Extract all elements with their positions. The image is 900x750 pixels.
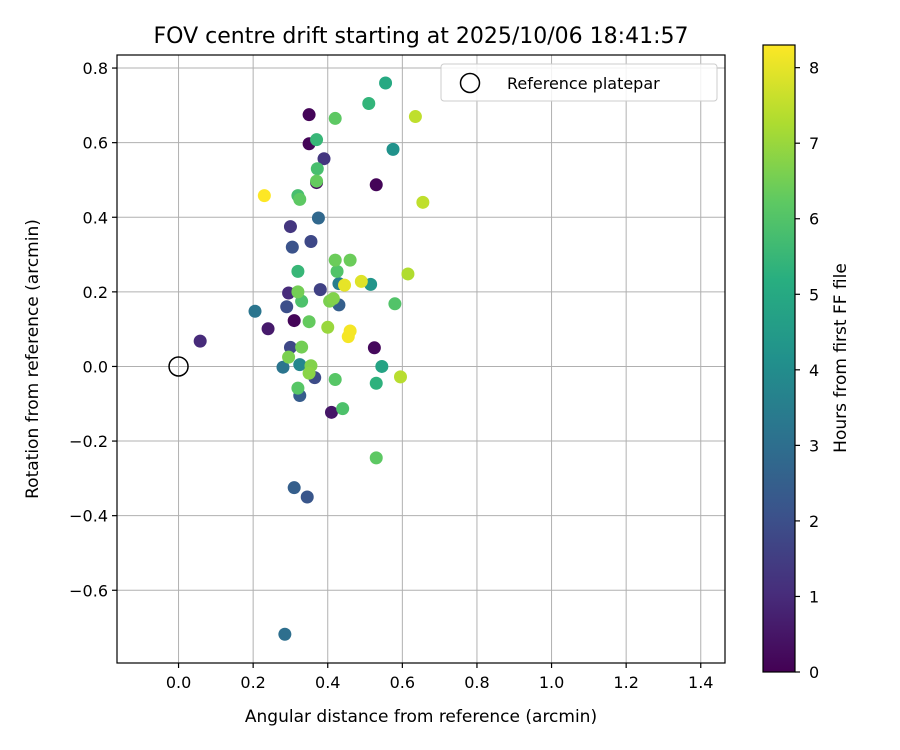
data-point (291, 264, 305, 278)
colorbar-gradient (762, 44, 796, 673)
data-point (328, 111, 342, 125)
colorbar-tick-label: 8 (809, 59, 819, 78)
data-point (336, 402, 350, 416)
data-point (287, 314, 301, 328)
data-point (302, 315, 316, 329)
colorbar-tick-label: 2 (809, 512, 819, 531)
data-points (193, 76, 430, 641)
data-point (300, 490, 314, 504)
data-point (310, 174, 324, 188)
data-point (386, 142, 400, 156)
colorbar: 0 1 2 3 4 5 6 7 8 Hours from first FF file (762, 44, 851, 682)
x-tick-label: 0.4 (315, 673, 340, 692)
data-point (379, 76, 393, 90)
data-point (285, 240, 299, 254)
x-tick-label: 0.8 (464, 673, 489, 692)
data-point (193, 334, 207, 348)
data-point (291, 381, 305, 395)
y-tick-label: −0.2 (69, 432, 108, 451)
data-point (369, 376, 383, 390)
data-point (311, 211, 325, 225)
legend: Reference platepar (440, 63, 718, 102)
data-point (328, 373, 342, 387)
y-tick-label: 0.0 (83, 357, 108, 376)
data-point (257, 189, 271, 203)
data-point (278, 627, 292, 641)
data-point (330, 264, 344, 278)
grid (117, 55, 725, 663)
colorbar-ticks: 0 1 2 3 4 5 6 7 8 (795, 59, 819, 682)
data-point (293, 358, 307, 372)
data-point (362, 96, 376, 110)
data-point (388, 297, 402, 311)
x-tick-label: 1.0 (539, 673, 564, 692)
data-point (393, 370, 407, 384)
data-point (326, 292, 340, 306)
data-point (295, 340, 309, 354)
data-point (338, 278, 352, 292)
data-point (248, 304, 262, 318)
y-tick-label: 0.6 (83, 134, 108, 153)
x-axis-ticks: 0.0 0.2 0.4 0.6 0.8 1.0 1.2 1.4 (166, 663, 713, 692)
data-point (261, 322, 275, 336)
data-point (343, 253, 357, 267)
data-point (283, 220, 297, 234)
y-tick-label: −0.4 (69, 507, 108, 526)
y-tick-label: 0.2 (83, 283, 108, 302)
x-tick-label: 1.4 (688, 673, 713, 692)
data-point (293, 192, 307, 206)
data-point (302, 108, 316, 122)
y-axis-label: Rotation from reference (arcmin) (23, 219, 43, 499)
data-point (354, 274, 368, 288)
legend-reference-marker (459, 72, 481, 94)
colorbar-tick-label: 6 (809, 210, 819, 229)
plot-frame (116, 54, 726, 664)
reference-marker-layer (168, 356, 189, 377)
data-point (343, 324, 357, 338)
data-point (321, 320, 335, 334)
data-point (280, 300, 294, 314)
colorbar-tick-label: 0 (809, 663, 819, 682)
data-point (276, 360, 290, 374)
data-point (282, 350, 296, 364)
data-point (401, 267, 415, 281)
colorbar-tick-label: 3 (809, 436, 819, 455)
data-point (317, 152, 331, 166)
x-tick-label: 0.6 (390, 673, 415, 692)
data-point (291, 285, 305, 299)
data-point (408, 110, 422, 124)
x-tick-label: 1.2 (613, 673, 638, 692)
data-point (375, 359, 389, 373)
data-point (313, 283, 327, 297)
data-point (283, 340, 297, 354)
data-point (369, 451, 383, 465)
data-point (302, 366, 316, 380)
data-point (304, 235, 318, 249)
legend-label: Reference platepar (507, 74, 660, 93)
data-point (287, 481, 301, 495)
y-tick-label: 0.8 (83, 59, 108, 78)
y-tick-label: 0.4 (83, 208, 108, 227)
y-tick-label: −0.6 (69, 581, 108, 600)
data-point (416, 195, 430, 209)
data-point (369, 178, 383, 192)
data-point (328, 253, 342, 267)
x-tick-label: 0.0 (166, 673, 191, 692)
data-point (324, 405, 338, 419)
x-axis-label: Angular distance from reference (arcmin) (245, 707, 597, 727)
data-point (310, 162, 324, 176)
legend-box (440, 63, 718, 102)
x-tick-label: 0.2 (240, 673, 265, 692)
colorbar-tick-label: 7 (809, 134, 819, 153)
colorbar-tick-label: 4 (809, 361, 819, 380)
y-axis-ticks: −0.6 −0.4 −0.2 0.0 0.2 0.4 0.6 0.8 (69, 59, 117, 600)
chart-title: FOV centre drift starting at 2025/10/06 … (154, 24, 689, 49)
colorbar-tick-label: 5 (809, 285, 819, 304)
data-point (367, 341, 381, 355)
reference-platepar-marker (168, 356, 189, 377)
data-point (310, 133, 324, 147)
colorbar-tick-label: 1 (809, 587, 819, 606)
colorbar-label: Hours from first FF file (831, 263, 851, 453)
